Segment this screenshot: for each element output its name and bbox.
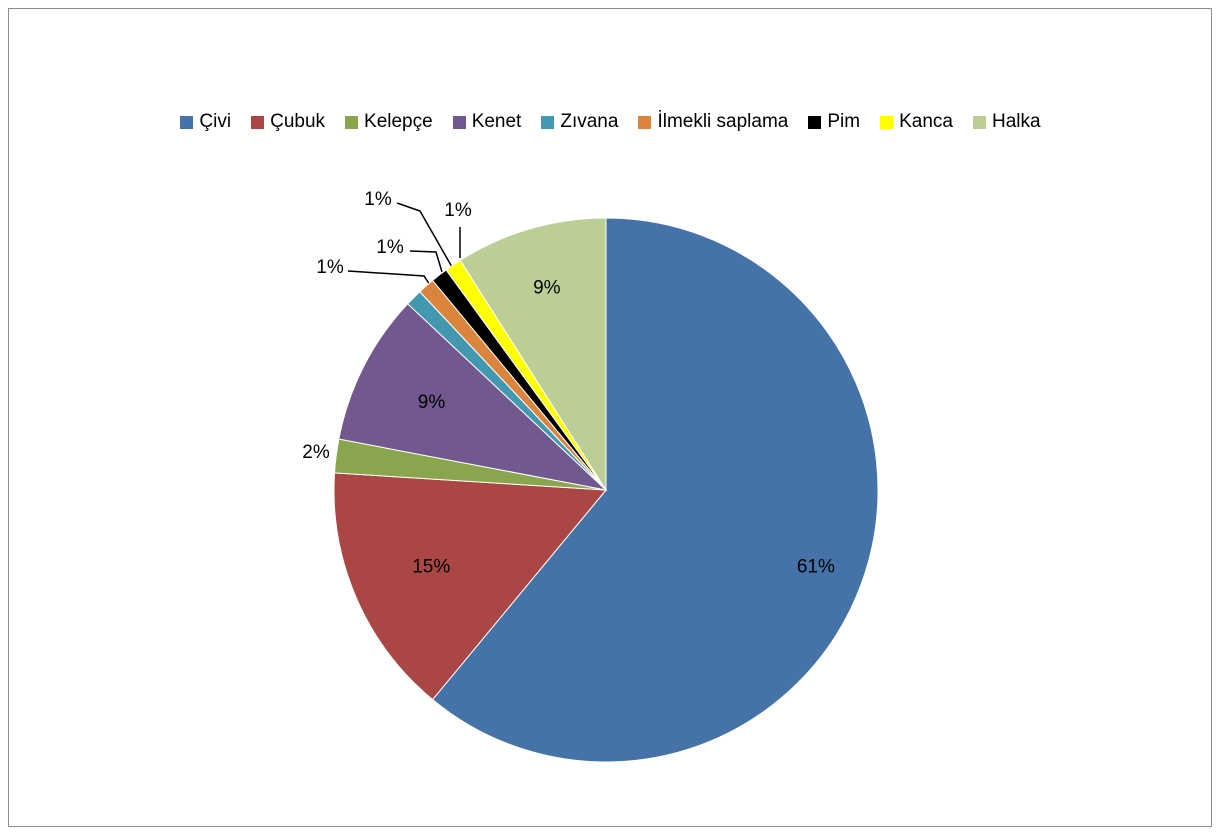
- legend-swatch: [972, 115, 986, 129]
- data-label-zivana: 1%: [316, 257, 344, 278]
- legend-item-pim: Pim: [808, 111, 860, 133]
- data-label-kelepce: 2%: [302, 442, 330, 463]
- legend-label: Zıvana: [560, 111, 619, 132]
- pie-slice-kenet: [338, 303, 608, 491]
- pie-slice-civi: [431, 217, 879, 763]
- chart-legend: Çivi Çubuk Kelepçe Kenet Zıvana İlmekli sapla…: [0, 111, 1221, 133]
- legend-swatch: [638, 115, 652, 129]
- legend-label: Kelepçe: [364, 111, 433, 132]
- legend-label: Kanca: [899, 111, 953, 132]
- data-label-civi: 61%: [797, 557, 835, 578]
- legend-label: İlmekli saplama: [657, 111, 789, 132]
- pie-slice-cubuk: [333, 472, 608, 701]
- legend-swatch: [808, 115, 822, 129]
- data-label-halka: 9%: [533, 277, 561, 298]
- pie-slice-halka: [459, 217, 607, 492]
- data-label-pim: 1%: [364, 189, 392, 210]
- leader-line-pim: [396, 202, 453, 268]
- legend-item-civi: Çivi: [180, 111, 231, 133]
- leader-line-zivana: [347, 270, 431, 286]
- legend-swatch: [452, 115, 466, 129]
- legend-item-kelepce: Kelepçe: [345, 111, 433, 133]
- legend-label: Kenet: [471, 111, 522, 132]
- legend-item-kanca: Kanca: [880, 111, 953, 133]
- legend-swatch: [880, 115, 894, 129]
- legend-item-halka: Halka: [972, 111, 1041, 133]
- legend-item-ilmekli-saplama: İlmekli saplama: [638, 111, 788, 133]
- legend-label: Pim: [827, 111, 861, 132]
- data-label-ilmekli-saplama: 1%: [376, 237, 404, 258]
- legend-item-kenet: Kenet: [452, 111, 522, 133]
- legend-label: Çivi: [199, 111, 232, 132]
- data-label-cubuk: 15%: [412, 557, 450, 578]
- legend-swatch: [541, 115, 555, 129]
- legend-label: Çubuk: [270, 111, 326, 132]
- legend-swatch: [345, 115, 359, 129]
- legend-swatch: [180, 115, 194, 129]
- data-label-kanca: 1%: [444, 200, 472, 221]
- leader-line-ilmekli-saplama: [409, 250, 443, 273]
- legend-swatch: [251, 115, 265, 129]
- data-label-kenet: 9%: [418, 392, 446, 413]
- legend-label: Halka: [991, 111, 1041, 132]
- legend-item-cubuk: Çubuk: [251, 111, 325, 133]
- legend-item-zivana: Zıvana: [541, 111, 618, 133]
